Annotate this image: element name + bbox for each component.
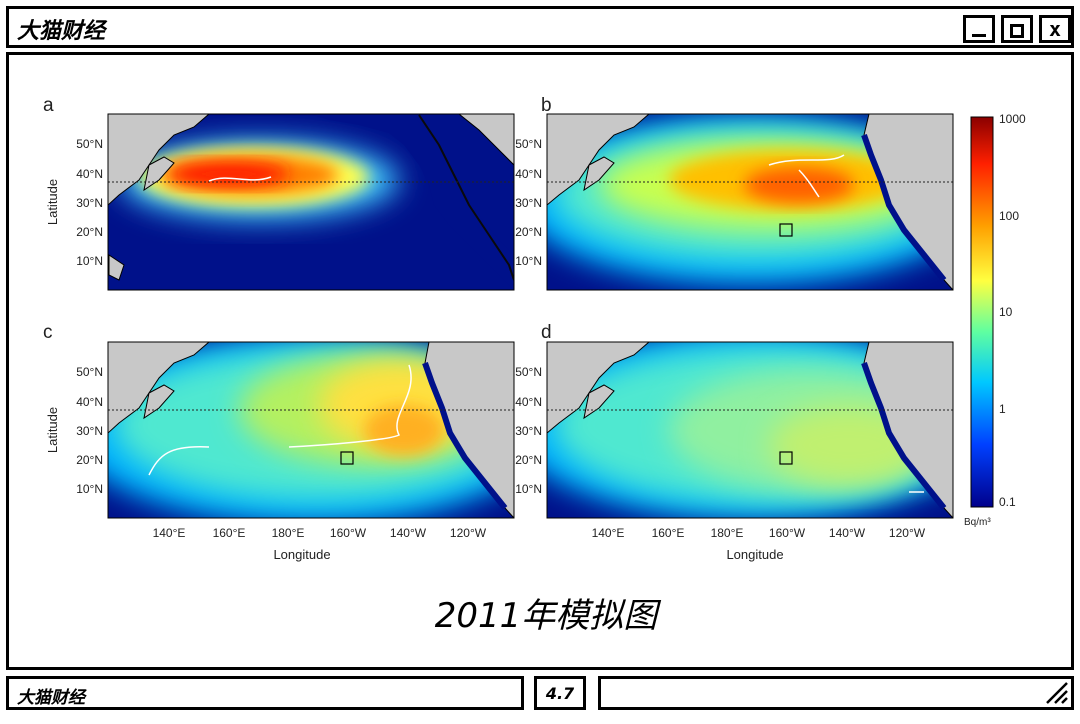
figure-caption: 2011年模拟图 bbox=[434, 596, 658, 636]
lat-tick: 30°N bbox=[515, 196, 542, 210]
lon-tick: 120°W bbox=[889, 526, 926, 540]
lon-tick: 160°W bbox=[330, 526, 367, 540]
lat-tick: 50°N bbox=[515, 137, 542, 151]
longitude-axis-label-c: Longitude bbox=[273, 547, 330, 562]
lat-tick: 20°N bbox=[76, 453, 103, 467]
panel-label-d: d bbox=[541, 322, 552, 343]
colorbar bbox=[970, 116, 994, 508]
close-icon: x bbox=[1048, 17, 1062, 41]
lat-tick: 30°N bbox=[76, 196, 103, 210]
lat-tick: 30°N bbox=[515, 424, 542, 438]
statusbar-number: 4.7 bbox=[545, 684, 575, 703]
latitude-axis-label-c: Latitude bbox=[45, 407, 60, 453]
colorbar-tick: 0.1 bbox=[999, 495, 1016, 509]
lat-tick: 40°N bbox=[76, 167, 103, 181]
maximize-button[interactable] bbox=[1001, 15, 1033, 43]
statusbar-right bbox=[598, 676, 1074, 710]
colorbar-unit: Bq/m³ bbox=[964, 517, 991, 528]
map-panel-d bbox=[547, 342, 953, 518]
lat-tick: 50°N bbox=[76, 365, 103, 379]
lon-tick: 180°E bbox=[272, 526, 305, 540]
figure-svg: a b c d 50°N 40°N 30°N 20°N 10°N 50°N 40… bbox=[43, 95, 1026, 562]
minimize-button[interactable] bbox=[963, 15, 995, 43]
lat-tick: 30°N bbox=[76, 424, 103, 438]
panel-label-b: b bbox=[541, 95, 552, 116]
colorbar-tick: 1 bbox=[999, 402, 1006, 416]
lat-ticks-c: 50°N 40°N 30°N 20°N 10°N bbox=[76, 365, 103, 496]
colorbar-tick: 1000 bbox=[999, 112, 1026, 126]
lon-tick: 140°E bbox=[153, 526, 186, 540]
lat-tick: 40°N bbox=[515, 395, 542, 409]
lon-tick: 140°W bbox=[829, 526, 866, 540]
lat-tick: 20°N bbox=[515, 225, 542, 239]
lat-tick: 50°N bbox=[76, 137, 103, 151]
lon-tick: 140°W bbox=[390, 526, 427, 540]
window-title: 大猫财经 bbox=[17, 19, 106, 44]
lon-tick: 160°E bbox=[652, 526, 685, 540]
resize-grip-icon[interactable] bbox=[1043, 679, 1069, 705]
close-button[interactable]: x bbox=[1039, 15, 1071, 43]
colorbar-tick: 100 bbox=[999, 209, 1019, 223]
colorbar-tick: 10 bbox=[999, 305, 1013, 319]
title-bar: 大猫财经 x bbox=[6, 6, 1074, 48]
lon-ticks-c: 140°E 160°E 180°E 160°W 140°W 120°W bbox=[153, 526, 487, 540]
statusbar-title: 大猫财经 bbox=[17, 688, 85, 708]
lon-tick: 180°E bbox=[711, 526, 744, 540]
lat-tick: 50°N bbox=[515, 365, 542, 379]
map-panel-a bbox=[108, 114, 514, 290]
maximize-icon bbox=[1010, 24, 1024, 38]
lat-ticks-a: 50°N 40°N 30°N 20°N 10°N bbox=[76, 137, 103, 268]
lat-tick: 20°N bbox=[515, 453, 542, 467]
lon-tick: 120°W bbox=[450, 526, 487, 540]
lat-ticks-b: 50°N 40°N 30°N 20°N 10°N bbox=[515, 137, 542, 268]
lat-tick: 20°N bbox=[76, 225, 103, 239]
minimize-icon bbox=[972, 34, 986, 37]
statusbar-middle: 4.7 bbox=[534, 676, 586, 710]
latitude-axis-label-a: Latitude bbox=[45, 179, 60, 225]
statusbar-left: 大猫财经 bbox=[6, 676, 524, 710]
lat-tick: 10°N bbox=[76, 254, 103, 268]
lat-tick: 10°N bbox=[515, 482, 542, 496]
lat-ticks-d: 50°N 40°N 30°N 20°N 10°N bbox=[515, 365, 542, 496]
longitude-axis-label-d: Longitude bbox=[726, 547, 783, 562]
panel-label-a: a bbox=[43, 95, 54, 116]
panel-label-c: c bbox=[43, 322, 53, 343]
lon-tick: 160°E bbox=[213, 526, 246, 540]
map-panel-b bbox=[547, 114, 953, 290]
map-panel-c bbox=[108, 342, 514, 518]
lat-tick: 10°N bbox=[515, 254, 542, 268]
lon-tick: 160°W bbox=[769, 526, 806, 540]
lat-tick: 10°N bbox=[76, 482, 103, 496]
content-area: a b c d 50°N 40°N 30°N 20°N 10°N 50°N 40… bbox=[6, 52, 1074, 670]
lon-ticks-d: 140°E 160°E 180°E 160°W 140°W 120°W bbox=[592, 526, 926, 540]
lon-tick: 140°E bbox=[592, 526, 625, 540]
lat-tick: 40°N bbox=[76, 395, 103, 409]
colorbar-ticks: 1000 100 10 1 0.1 bbox=[999, 112, 1026, 509]
lat-tick: 40°N bbox=[515, 167, 542, 181]
